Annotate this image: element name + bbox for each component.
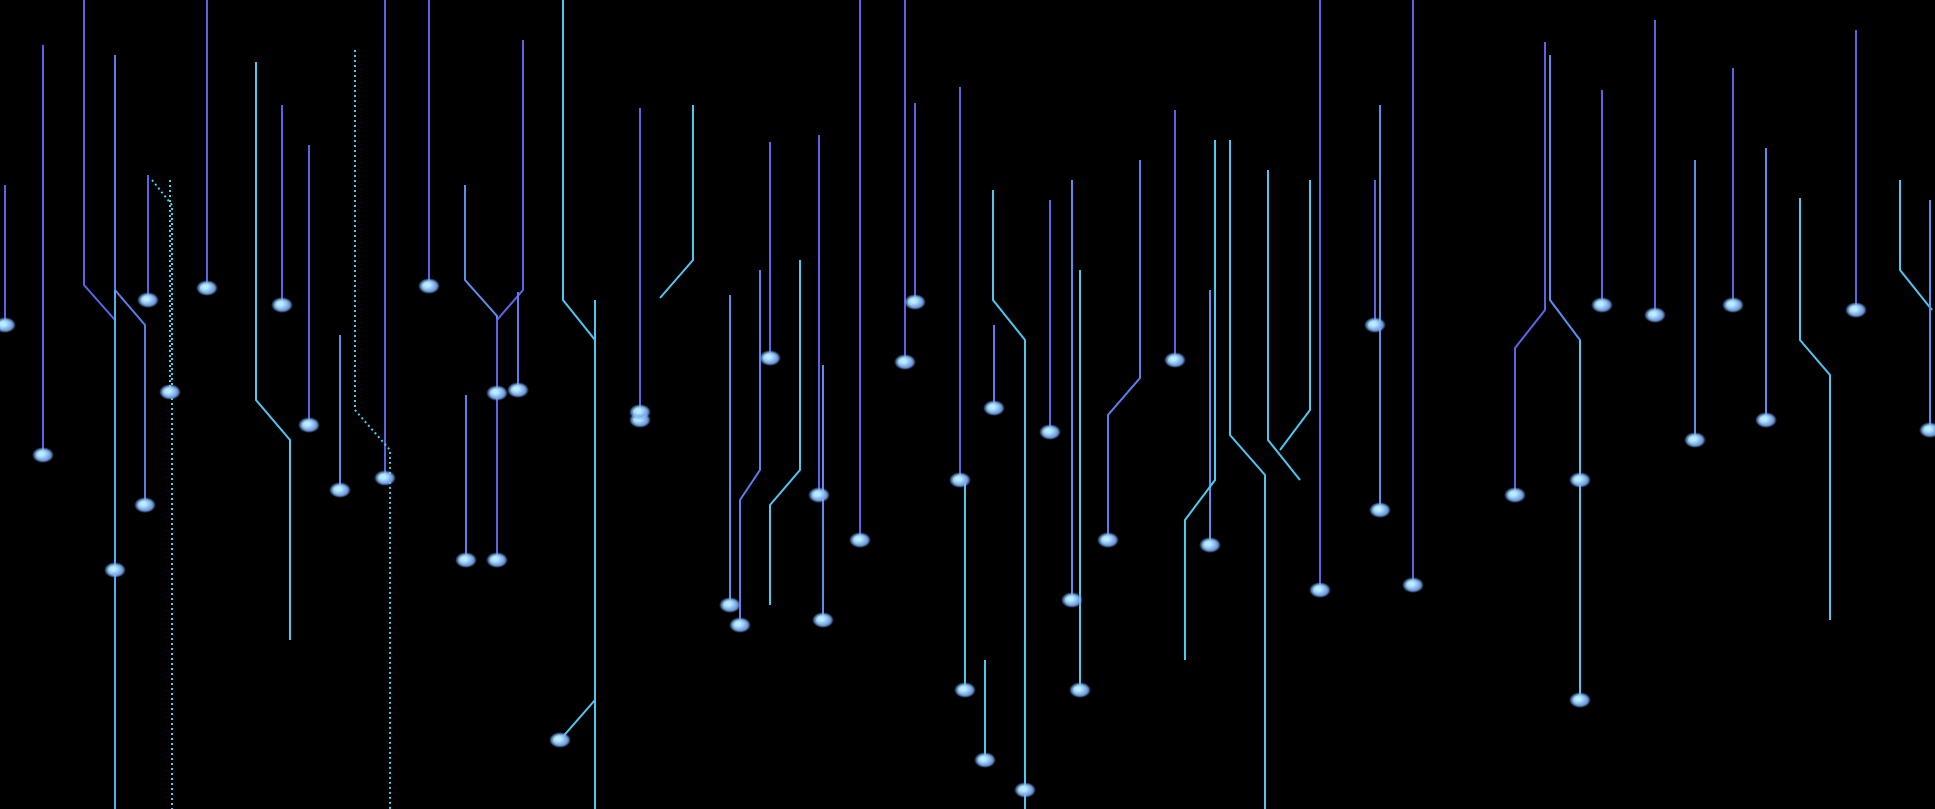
node-dot-highlight	[493, 389, 499, 395]
circuit-trace-line	[496, 40, 524, 560]
node-dot-highlight	[1762, 416, 1768, 422]
node-dot-highlight	[1852, 306, 1858, 312]
node-dot-highlight	[425, 282, 431, 288]
node-dot-highlight	[1021, 786, 1027, 792]
circuit-trace-line	[1184, 140, 1216, 660]
node-dot-highlight	[1576, 696, 1582, 702]
node-dot-highlight	[981, 756, 987, 762]
node-dot-highlight	[336, 486, 342, 492]
circuit-trace-line	[1514, 42, 1546, 495]
node-dot-highlight	[856, 536, 862, 542]
node-dot-highlight	[1651, 311, 1657, 317]
node-dot-highlight	[305, 421, 311, 427]
node-dot-highlight	[1, 321, 7, 327]
circuit-trace-line	[992, 190, 1026, 809]
circuit-trace-line	[739, 270, 761, 625]
node-dot-highlight	[1926, 426, 1932, 432]
node-dot-highlight	[1046, 428, 1052, 434]
node-dot-highlight	[736, 621, 742, 627]
node-dot-highlight	[381, 474, 387, 480]
node-dot-highlight	[1206, 541, 1212, 547]
circuit-trace-line	[1799, 198, 1831, 620]
circuit-trace-line	[1229, 140, 1266, 809]
node-dot-highlight	[726, 601, 732, 607]
node-dot-highlight	[39, 451, 45, 457]
node-dot-highlight	[990, 404, 996, 410]
node-dot-highlight	[1729, 301, 1735, 307]
node-dot-highlight	[278, 301, 284, 307]
node-dot-highlight	[766, 354, 772, 360]
node-dot-highlight	[166, 388, 172, 394]
node-dot-highlight	[815, 491, 821, 497]
node-dot-layer	[0, 278, 1935, 798]
node-dot-highlight	[1598, 301, 1604, 307]
circuit-trace-line	[255, 62, 291, 640]
node-dot-highlight	[961, 686, 967, 692]
circuit-trace-line	[1267, 170, 1301, 481]
node-dot-highlight	[819, 616, 825, 622]
circuit-trace-line	[1899, 180, 1933, 311]
node-dot-highlight	[1316, 586, 1322, 592]
node-dot-highlight	[514, 386, 520, 392]
node-dot-highlight	[493, 556, 499, 562]
node-dot-highlight	[1376, 506, 1382, 512]
node-dot-highlight	[1691, 436, 1697, 442]
circuit-trace-line	[1279, 180, 1311, 451]
node-dot-highlight	[462, 556, 468, 562]
circuit-trace-line	[354, 50, 391, 809]
node-dot-highlight	[1068, 596, 1074, 602]
node-dot-highlight	[1171, 356, 1177, 362]
node-dot-highlight	[956, 476, 962, 482]
node-dot-highlight	[901, 358, 907, 364]
node-dot-highlight	[1076, 686, 1082, 692]
node-dot-highlight	[111, 566, 117, 572]
circuit-trace-line	[114, 55, 146, 505]
node-dot-highlight	[1371, 321, 1377, 327]
circuit-trace-line	[769, 260, 801, 605]
circuit-trace-line	[151, 179, 173, 809]
node-dot-highlight	[556, 736, 562, 742]
node-dot-highlight	[203, 284, 209, 290]
node-dot-highlight	[1409, 581, 1415, 587]
circuit-trace-line	[659, 105, 694, 299]
node-dot-highlight	[911, 298, 917, 304]
node-dot-highlight	[1511, 491, 1517, 497]
node-dot-highlight	[1104, 536, 1110, 542]
node-dot-highlight	[636, 408, 642, 414]
node-dot-highlight	[141, 501, 147, 507]
node-dot-highlight	[1576, 476, 1582, 482]
circuit-trace-line	[1107, 160, 1141, 540]
circuit-trace-line	[559, 300, 596, 741]
trace-layer	[4, 0, 1933, 809]
node-dot-highlight	[144, 296, 150, 302]
